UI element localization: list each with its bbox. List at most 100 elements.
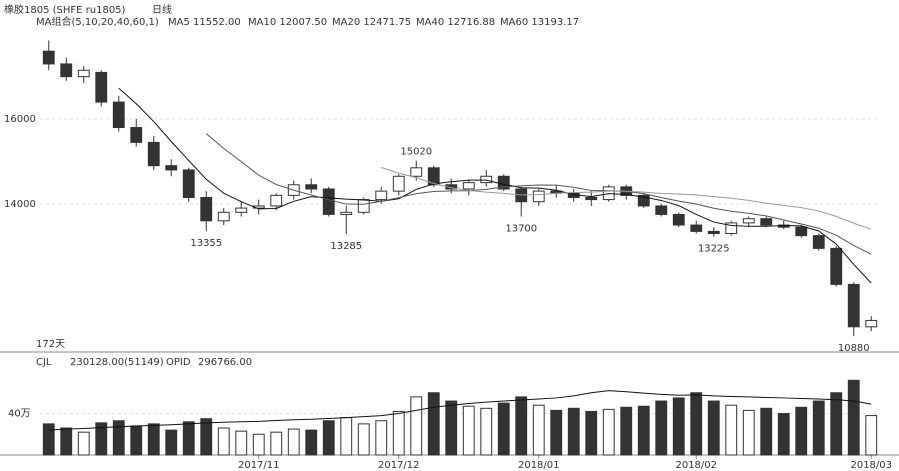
ma-line: [118, 87, 872, 284]
candle-body: [200, 196, 213, 222]
volume-bar: [77, 431, 90, 456]
candle-body: [532, 190, 545, 203]
volume-bar: [182, 421, 195, 456]
volume-bar: [462, 405, 475, 456]
volume-bar: [725, 404, 738, 456]
volume-bar: [865, 415, 878, 456]
candle-body: [690, 224, 703, 232]
volume-bar: [847, 379, 860, 456]
candle-body: [585, 196, 598, 201]
candle-body: [340, 211, 353, 215]
volume-bar: [427, 392, 440, 456]
volume-bar: [357, 423, 370, 456]
candle-body: [865, 319, 878, 328]
low-label: 13225: [698, 244, 730, 255]
candle-body: [77, 69, 90, 78]
volume-value: 230128.00(51149): [70, 357, 164, 368]
candle-body: [637, 194, 650, 207]
volume-bar: [585, 410, 598, 456]
volume-bar: [760, 407, 773, 456]
candle-body: [480, 175, 493, 184]
y-tick-label: 16000: [4, 114, 36, 125]
ma-title: MA组合(5,10,20,40,60,1): [36, 15, 159, 28]
candle-body: [392, 175, 405, 192]
candle-body: [235, 207, 248, 213]
volume-bar: [200, 418, 213, 456]
ma-line: [381, 167, 872, 230]
volume-bar: [147, 423, 160, 456]
ma-value: MA60 13193.17: [500, 17, 579, 28]
volume-bar: [672, 397, 685, 456]
ma-value: MA20 12471.75: [332, 17, 411, 28]
volume-bar: [95, 422, 108, 456]
ma-value: MA10 12007.50: [248, 17, 327, 28]
volume-bar: [165, 429, 178, 456]
candle-body: [42, 50, 55, 65]
volume-bar: [830, 392, 843, 456]
volume-bar: [60, 427, 73, 456]
high-label: 15020: [400, 147, 432, 158]
volume-bar: [270, 431, 283, 456]
volume-bar: [497, 402, 510, 456]
candle-body: [270, 194, 283, 207]
volume-bar: [655, 400, 668, 456]
volume-bar: [42, 423, 55, 456]
candle-body: [95, 71, 108, 103]
candle-body: [707, 230, 720, 235]
candle-body: [357, 199, 370, 213]
candle-body: [375, 190, 388, 201]
candle-body: [795, 226, 808, 237]
volume-bar: [287, 428, 300, 456]
candle-body: [165, 165, 178, 171]
candle-body: [427, 167, 440, 186]
instrument: 橡胶1805 (SHFE ru1805): [4, 3, 126, 16]
volume-bar: [812, 400, 825, 456]
x-tick-label: 2018/01: [518, 460, 560, 471]
volume-bar: [252, 433, 265, 456]
volume-bar: [392, 410, 405, 456]
ma-value: MA40 12716.88: [416, 17, 495, 28]
low-label: 13355: [190, 238, 222, 249]
volume-bar: [217, 427, 230, 456]
candle-body: [742, 218, 755, 224]
count-label: 172天: [36, 339, 65, 350]
volume-bar: [340, 417, 353, 456]
candle-body: [812, 235, 825, 249]
low-label: 13700: [505, 224, 537, 235]
volume-bar: [550, 409, 563, 456]
volume-bar: [777, 413, 790, 456]
volume-bar: [480, 407, 493, 456]
y-tick-label: 14000: [4, 199, 36, 210]
low-label: 10880: [838, 343, 870, 354]
candle-body: [182, 169, 195, 198]
candle-body: [655, 205, 668, 215]
oi-title: OPID: [166, 357, 191, 368]
volume-bar: [375, 420, 388, 456]
volume-bar: [567, 407, 580, 456]
volume-bar: [620, 406, 633, 456]
volume-bar: [742, 409, 755, 456]
candle-body: [830, 247, 843, 285]
volume-bar: [235, 430, 248, 456]
candle-body: [147, 141, 160, 167]
volume-bar: [305, 429, 318, 456]
volume-bar: [322, 420, 335, 456]
volume-bar: [690, 392, 703, 456]
volume-bar: [445, 400, 458, 456]
candle-body: [60, 63, 73, 78]
volume-bar: [112, 420, 125, 456]
ma-line: [205, 133, 872, 255]
volume-bar: [637, 405, 650, 456]
volume-bar: [515, 396, 528, 456]
candle-body: [130, 127, 143, 143]
volume-bar: [602, 408, 615, 456]
x-tick-label: 2017/11: [238, 460, 280, 471]
v-tick-label: 40万: [8, 409, 31, 420]
volume-bar: [130, 425, 143, 456]
x-tick-label: 2017/12: [378, 460, 420, 471]
volume-bar: [707, 400, 720, 456]
candle-body: [847, 283, 860, 328]
period[interactable]: 日线: [152, 3, 172, 16]
